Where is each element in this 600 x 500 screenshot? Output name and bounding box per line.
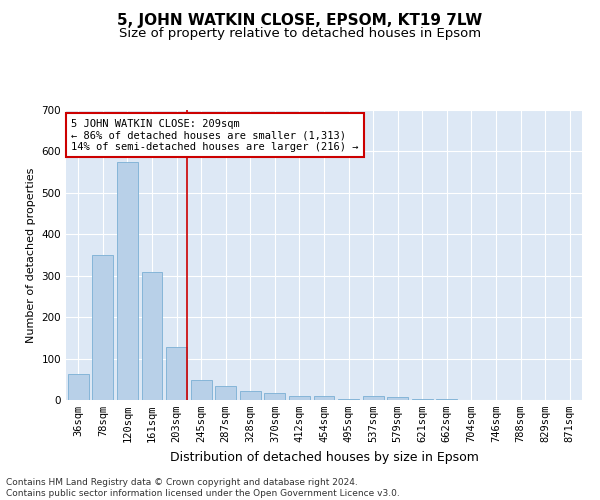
Bar (68, 374, 89, 400)
Bar (338, 399, 359, 400)
Bar (92, 255, 113, 400)
Bar (387, 396, 408, 400)
Bar (289, 396, 310, 400)
Bar (362, 396, 383, 400)
Bar (436, 399, 457, 400)
Bar (166, 347, 187, 400)
X-axis label: Distribution of detached houses by size in Epsom: Distribution of detached houses by size … (170, 450, 478, 464)
Bar (142, 272, 163, 400)
Bar (412, 399, 433, 400)
Y-axis label: Number of detached properties: Number of detached properties (26, 168, 36, 342)
Bar (240, 391, 261, 400)
Bar (265, 393, 286, 400)
Text: Size of property relative to detached houses in Epsom: Size of property relative to detached ho… (119, 28, 481, 40)
Bar (314, 396, 334, 400)
Text: Contains HM Land Registry data © Crown copyright and database right 2024.
Contai: Contains HM Land Registry data © Crown c… (6, 478, 400, 498)
Bar (191, 380, 212, 400)
Text: 5, JOHN WATKIN CLOSE, EPSOM, KT19 7LW: 5, JOHN WATKIN CLOSE, EPSOM, KT19 7LW (118, 12, 482, 28)
Bar (117, 162, 138, 400)
Text: 5 JOHN WATKIN CLOSE: 209sqm
← 86% of detached houses are smaller (1,313)
14% of : 5 JOHN WATKIN CLOSE: 209sqm ← 86% of det… (71, 118, 359, 152)
Bar (215, 386, 236, 400)
